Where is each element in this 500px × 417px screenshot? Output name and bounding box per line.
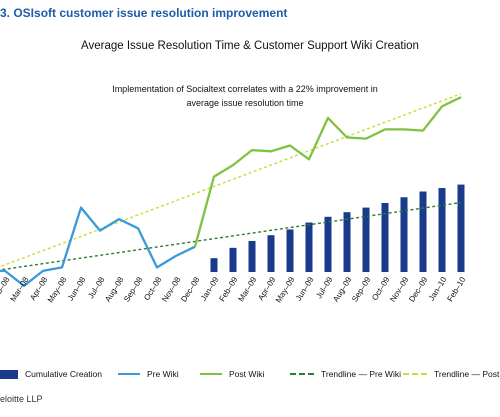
annotation-line-1: Implementation of Socialtext correlates … xyxy=(112,84,378,94)
x-tick-labels: Feb–08Mar–08Apr–08May–08Jun–08Jul–08Aug–… xyxy=(0,275,468,304)
line-post-wiki xyxy=(193,96,462,248)
legend-item-trendline-pre: Trendline — Pre Wiki xyxy=(290,366,401,382)
x-tick-label: May–09 xyxy=(274,275,297,304)
legend-label-post-wiki: Post Wiki xyxy=(229,369,265,379)
bar-cumulative-Feb-09 xyxy=(229,247,237,272)
legend-label-trendline-post: Trendline — Post Wiki xyxy=(434,369,500,379)
bar-cumulative-Feb-10 xyxy=(457,184,465,272)
legend-label-trendline-pre: Trendline — Pre Wiki xyxy=(321,369,401,379)
bar-cumulative-Nov-09 xyxy=(400,197,408,272)
legend-swatch-pre-wiki xyxy=(118,373,140,375)
bar-cumulative-Jan-09 xyxy=(210,258,218,272)
lines-layer xyxy=(0,96,462,287)
x-tick-label: Mar–09 xyxy=(236,275,258,303)
figure-title: 3. OSIsoft customer issue resolution imp… xyxy=(0,6,288,20)
bar-cumulative-Sep-09 xyxy=(362,207,370,272)
x-tick-label: Mar–08 xyxy=(8,275,30,303)
chart-title: Average Issue Resolution Time & Customer… xyxy=(81,40,419,52)
bar-cumulative-Jan-10 xyxy=(438,188,446,272)
bar-cumulative-Oct-09 xyxy=(381,203,389,272)
x-tick-label: Feb–08 xyxy=(0,275,12,303)
legend-item-trendline-post: Trendline — Post Wiki xyxy=(403,366,500,382)
x-tick-label: Dec–09 xyxy=(407,275,430,304)
legend-swatch-post-wiki xyxy=(200,373,222,375)
bar-cumulative-Jun-09 xyxy=(305,222,313,272)
legend-item-post-wiki: Post Wiki xyxy=(200,366,264,382)
x-tick-label: May–08 xyxy=(46,275,69,304)
annotation-line-2: average issue resolution time xyxy=(186,98,304,108)
x-tick-label: Sep–08 xyxy=(122,275,145,304)
trendlines-layer xyxy=(0,93,462,271)
bar-cumulative-Mar-09 xyxy=(248,240,256,272)
trendline-post-wiki xyxy=(0,93,462,268)
legend-label-pre-wiki: Pre Wiki xyxy=(147,369,179,379)
legend-swatch-bar xyxy=(0,369,18,379)
x-tick-label: Jun–08 xyxy=(66,275,88,302)
bars-layer xyxy=(210,184,465,272)
legend-label-cumulative-creation: Cumulative Creation xyxy=(25,369,103,379)
bar-cumulative-Apr-09 xyxy=(267,235,275,272)
x-tick-label: Feb–10 xyxy=(445,275,467,303)
source-credit: eloitte LLP xyxy=(0,394,43,404)
chart-annotation: Implementation of Socialtext correlates … xyxy=(95,82,395,110)
x-tick-label: Jun–09 xyxy=(294,275,316,302)
line-pre-wiki xyxy=(0,206,196,287)
legend-swatch-trend-post xyxy=(403,373,427,375)
x-tick-label: Sep–09 xyxy=(350,275,373,304)
bar-cumulative-Dec-09 xyxy=(419,191,427,272)
chart-legend: Cumulative Creation Pre Wiki Post Wiki T… xyxy=(0,366,500,382)
legend-item-pre-wiki: Pre Wiki xyxy=(118,366,179,382)
legend-item-cumulative-creation: Cumulative Creation xyxy=(0,366,102,382)
legend-swatch-trend-pre xyxy=(290,373,314,375)
bar-cumulative-May-09 xyxy=(286,229,294,272)
bar-cumulative-Aug-09 xyxy=(343,212,351,272)
x-tick-label: Dec–08 xyxy=(179,275,202,304)
bar-cumulative-Jul-09 xyxy=(324,216,332,272)
